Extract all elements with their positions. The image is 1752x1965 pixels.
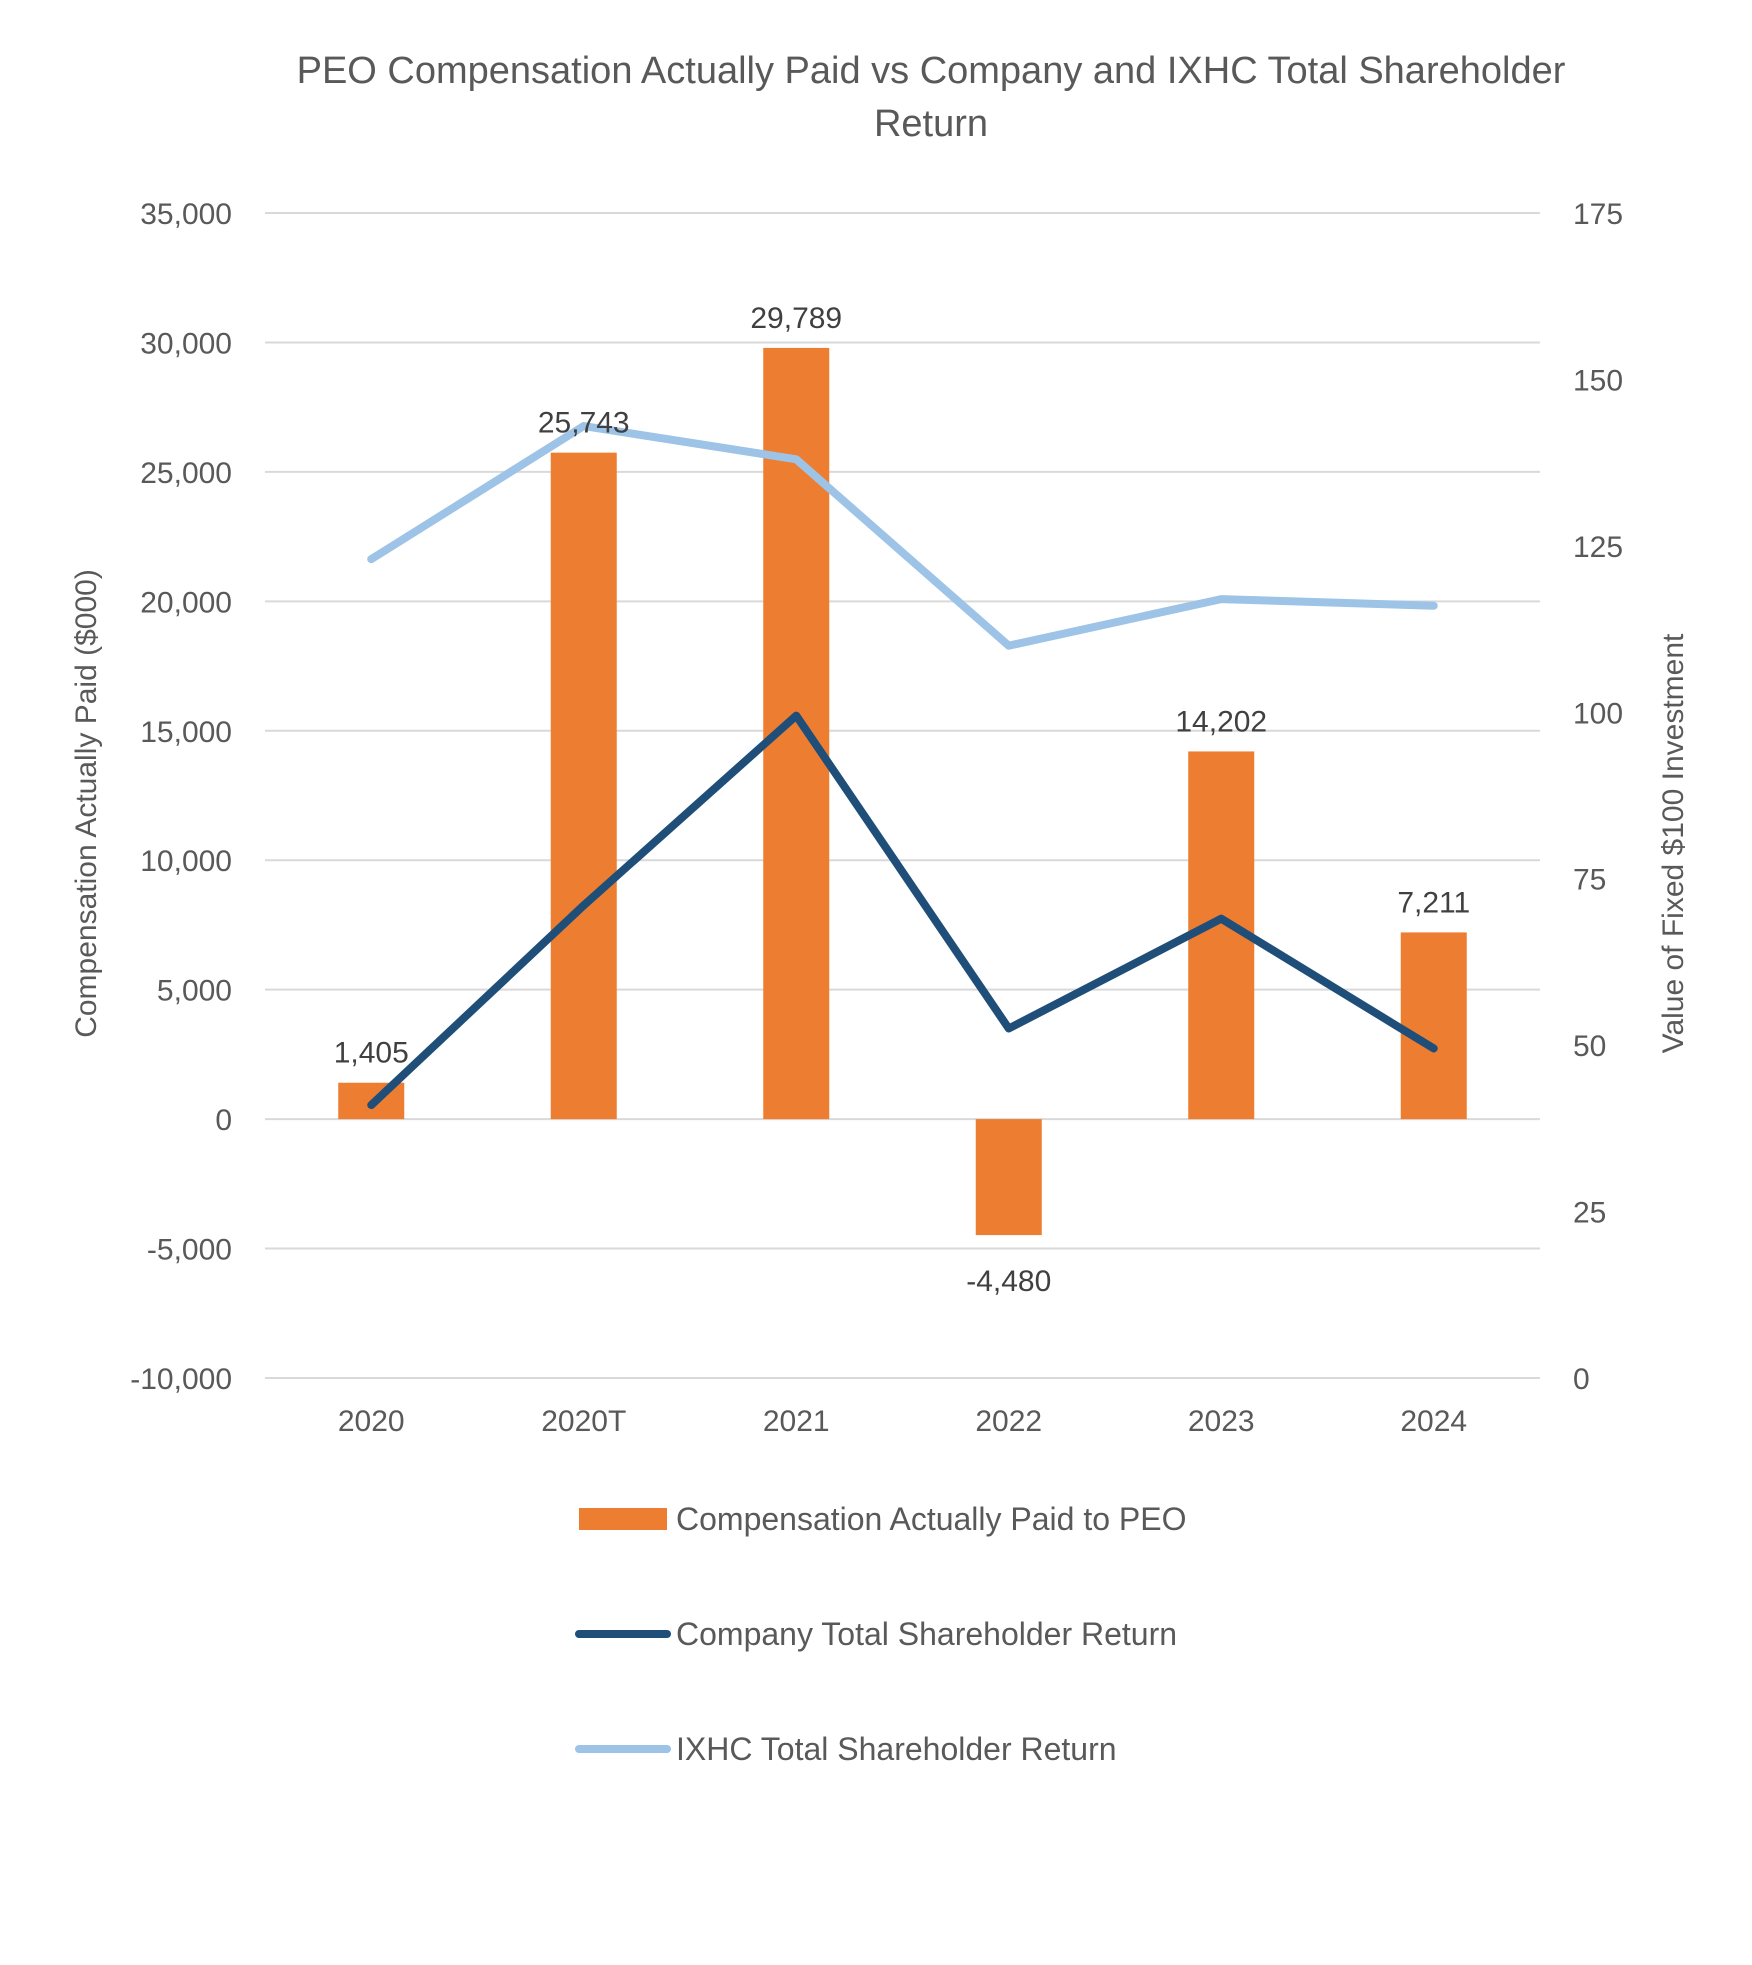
legend-label: Compensation Actually Paid to PEO bbox=[676, 1501, 1187, 1537]
left-tick-label: -5,000 bbox=[147, 1234, 232, 1267]
legend-label: Company Total Shareholder Return bbox=[676, 1616, 1177, 1652]
x-tick-label: 2020T bbox=[541, 1405, 626, 1438]
bar bbox=[1400, 932, 1467, 1120]
right-tick-label: 100 bbox=[1573, 697, 1623, 730]
bar-data-label: 14,202 bbox=[1175, 705, 1267, 738]
x-tick-label: 2023 bbox=[1188, 1405, 1255, 1438]
right-tick-label: 0 bbox=[1573, 1363, 1590, 1396]
legend-swatch-bar bbox=[579, 1508, 667, 1530]
left-tick-label: 10,000 bbox=[140, 845, 232, 878]
series-line bbox=[367, 711, 1438, 1110]
bar bbox=[550, 452, 617, 1120]
left-axis-title: Compensation Actually Paid ($000) bbox=[70, 569, 103, 1038]
x-tick-label: 2020 bbox=[338, 1405, 405, 1438]
gridlines bbox=[265, 212, 1540, 1379]
series-line bbox=[367, 422, 1438, 650]
right-tick-label: 50 bbox=[1573, 1030, 1606, 1063]
left-axis-ticks: 35,000 30,000 25,000 20,000 15,000 10,000 5,00… bbox=[130, 198, 232, 1396]
bar-data-label: 29,789 bbox=[750, 302, 842, 335]
chart-title-line: PEO Compensation Actually Paid vs Compan… bbox=[297, 50, 1566, 92]
left-tick-label: 0 bbox=[215, 1104, 232, 1137]
legend: Compensation Actually Paid to PEO Company… bbox=[575, 1501, 1187, 1767]
x-tick-label: 2024 bbox=[1400, 1405, 1467, 1438]
bar-data-label: 1,405 bbox=[334, 1037, 409, 1070]
left-tick-label: 25,000 bbox=[140, 457, 232, 490]
line-series bbox=[367, 422, 1438, 1110]
chart-title: PEO Compensation Actually Paid vs Compan… bbox=[297, 50, 1566, 145]
right-tick-label: 25 bbox=[1573, 1197, 1606, 1230]
chart-title-line: Return bbox=[874, 103, 988, 145]
right-axis-ticks: 175 150 125 100 75 50 25 0 bbox=[1573, 198, 1623, 1396]
bar-data-label: 7,211 bbox=[1397, 886, 1470, 919]
bar-series bbox=[338, 347, 1467, 1236]
left-tick-label: 15,000 bbox=[140, 716, 232, 749]
bar-data-label: 25,743 bbox=[538, 407, 630, 440]
x-tick-label: 2021 bbox=[763, 1405, 830, 1438]
right-tick-label: 150 bbox=[1573, 364, 1623, 397]
right-tick-label: 175 bbox=[1573, 198, 1623, 231]
x-axis-ticks: 2020 2020T 2021 2022 2023 2024 bbox=[338, 1405, 1467, 1438]
legend-label: IXHC Total Shareholder Return bbox=[676, 1731, 1117, 1767]
right-tick-label: 75 bbox=[1573, 864, 1606, 897]
x-tick-label: 2022 bbox=[975, 1405, 1042, 1438]
left-tick-label: 5,000 bbox=[157, 975, 232, 1008]
right-axis-title: Value of Fixed $100 Investment bbox=[1657, 633, 1690, 1053]
right-tick-label: 125 bbox=[1573, 531, 1623, 564]
left-tick-label: -10,000 bbox=[130, 1363, 232, 1396]
left-tick-label: 35,000 bbox=[140, 198, 232, 231]
bar-data-label: -4,480 bbox=[966, 1265, 1051, 1298]
left-tick-label: 20,000 bbox=[140, 586, 232, 619]
axis-titles: Compensation Actually Paid ($000) Value o… bbox=[70, 569, 1690, 1053]
left-tick-label: 30,000 bbox=[140, 327, 232, 360]
bar bbox=[975, 1119, 1042, 1236]
data-labels: 1,405 25,743 29,789 -4,480 14,202 7,211 bbox=[334, 302, 1470, 1298]
